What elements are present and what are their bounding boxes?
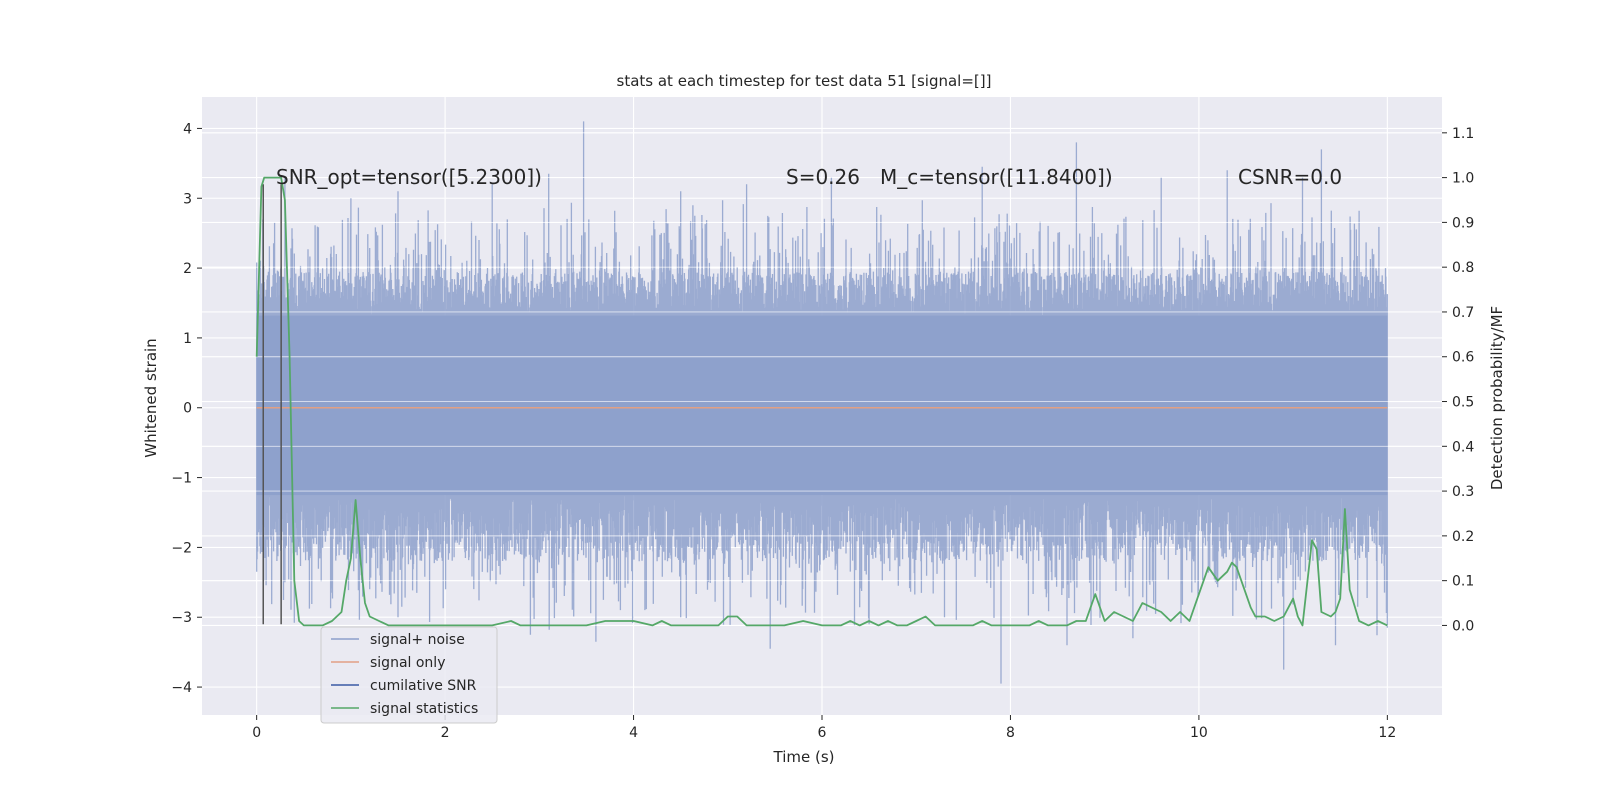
signal-noise-series [202, 121, 1442, 684]
line-series [255, 176, 1388, 627]
y-tick-label: −3 [171, 610, 192, 626]
y-tick-label: −4 [171, 680, 192, 696]
legend-box [320, 626, 498, 724]
legend-entry-signal-only: signal only [370, 655, 445, 671]
annotation-s-value: S=0.26 [786, 165, 860, 189]
y2-tick-label: 0.7 [1452, 305, 1474, 321]
y-tick-label: 0 [183, 401, 192, 417]
x-tick-label: 6 [818, 725, 827, 741]
x-tick-label: 4 [629, 725, 638, 741]
axis-ticks: 0 2 4 6 8 10 12−4−3−2−1012340.00.10.20.30.40.5… [171, 121, 1474, 741]
x-tick-label: 8 [1006, 725, 1015, 741]
x-tick-label: 10 [1190, 725, 1208, 741]
y-axis-label: Whitened strain [142, 338, 160, 457]
legend-entry-statistics: signal statistics [370, 701, 478, 717]
y2-axis-label: Detection probability/MF [1488, 306, 1506, 490]
y2-tick-label: 0.1 [1452, 574, 1474, 590]
x-tick-label: 0 [252, 725, 261, 741]
annotation-mc-value: M_c=tensor([11.8400]) [880, 165, 1113, 189]
y2-tick-label: 0.6 [1452, 350, 1474, 366]
y-tick-label: 1 [183, 331, 192, 347]
y-tick-label: 3 [183, 191, 192, 207]
y2-tick-label: 0.3 [1452, 484, 1474, 500]
x-axis-label: Time (s) [773, 748, 835, 766]
x-tick-label: 2 [441, 725, 450, 741]
y2-tick-label: 0.2 [1452, 529, 1474, 545]
annotation-csnr: CSNR=0.0 [1238, 165, 1342, 189]
legend: signal+ noise signal only cumilative SNR… [320, 626, 498, 724]
y-tick-label: 2 [183, 261, 192, 277]
y2-tick-label: 0.8 [1452, 260, 1474, 276]
y-tick-label: 4 [183, 121, 192, 137]
signal-noise-core [256, 315, 1388, 496]
y-tick-label: −2 [171, 540, 192, 556]
y-tick-label: −1 [171, 471, 192, 487]
x-tick-label: 12 [1378, 725, 1396, 741]
y2-tick-label: 1.1 [1452, 126, 1474, 142]
annotation-snr-opt: SNR_opt=tensor([5.2300]) [276, 165, 542, 189]
legend-entry-noise: signal+ noise [370, 632, 465, 648]
chart-title: stats at each timestep for test data 51 … [617, 72, 992, 90]
y2-tick-label: 0.9 [1452, 215, 1474, 231]
y2-tick-label: 0.0 [1452, 618, 1474, 634]
legend-entry-cumulative-snr: cumilative SNR [370, 678, 477, 694]
signal-statistics-line [255, 176, 1388, 627]
y2-tick-label: 1.0 [1452, 171, 1474, 187]
y2-tick-label: 0.4 [1452, 439, 1474, 455]
y2-tick-label: 0.5 [1452, 395, 1474, 411]
